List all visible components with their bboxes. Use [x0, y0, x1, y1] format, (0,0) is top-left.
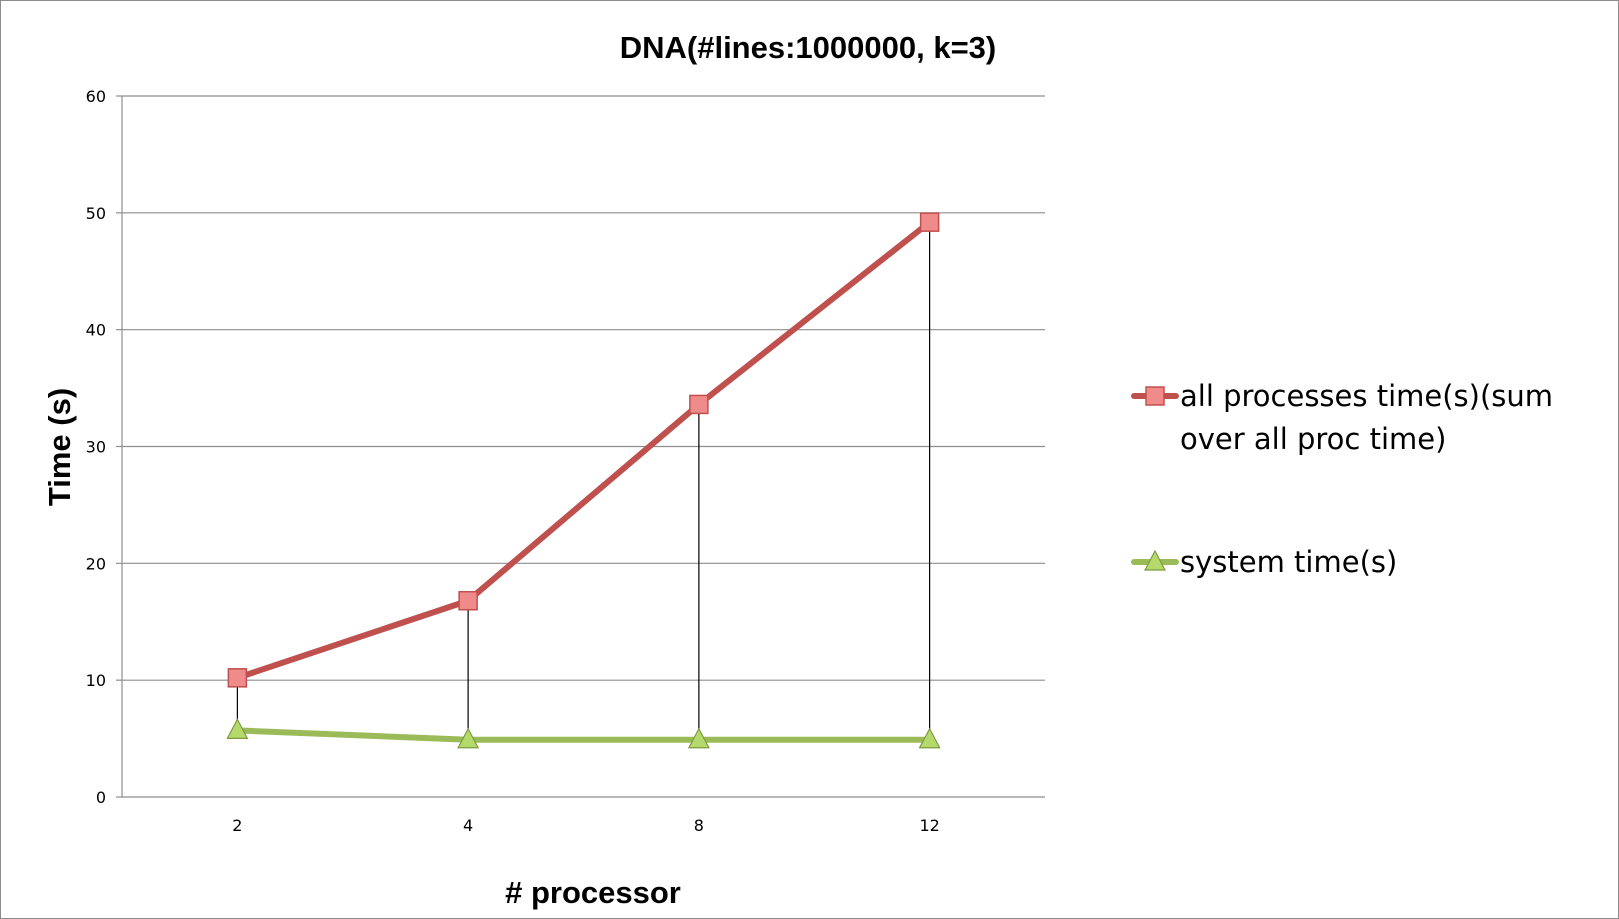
data-point-marker	[457, 727, 480, 749]
y-tick-label: 20	[86, 554, 106, 573]
legend-item: system time(s)	[1131, 545, 1397, 579]
x-axis-title: # processor	[505, 875, 681, 910]
data-point-marker	[687, 727, 710, 749]
series-1	[226, 718, 941, 749]
y-tick-label: 10	[86, 671, 106, 690]
x-tick-labels: 2 4 8 12	[232, 816, 940, 835]
data-point-marker	[458, 590, 478, 611]
series-line	[234, 727, 933, 743]
y-axis-title: Time (s)	[42, 388, 77, 506]
x-tick-label: 4	[463, 816, 473, 835]
y-tick-label: 40	[86, 321, 106, 340]
series-layer	[226, 212, 941, 749]
x-tick-label: 2	[232, 816, 242, 835]
data-point-marker	[227, 668, 248, 688]
legend-swatch-marker	[1144, 549, 1166, 571]
series-line	[234, 219, 933, 681]
high-low-lines	[236, 222, 931, 740]
y-tick-label: 0	[96, 788, 106, 807]
axes	[121, 96, 1045, 798]
data-point-marker	[918, 727, 941, 749]
y-tick-label: 60	[86, 87, 106, 106]
grid-lines	[116, 95, 1045, 798]
legend-label: over all proc time)	[1180, 422, 1446, 456]
data-point-marker	[689, 394, 709, 415]
chart-title: DNA(#lines:1000000, k=3)	[620, 30, 997, 65]
data-point-marker	[226, 718, 249, 740]
legend: all processes time(s)(sum over all proc t…	[1131, 379, 1553, 579]
y-tick-label: 30	[86, 438, 106, 457]
x-tick-label: 12	[919, 816, 939, 835]
x-tick-label: 8	[694, 816, 704, 835]
legend-label: system time(s)	[1180, 545, 1397, 579]
legend-item: all processes time(s)(sum over all proc t…	[1131, 379, 1553, 456]
series-0	[227, 212, 940, 688]
data-point-marker	[919, 212, 940, 232]
legend-label: all processes time(s)(sum	[1180, 379, 1553, 413]
y-tick-labels: 0 10 20 30 40 50 60	[86, 87, 106, 807]
y-tick-label: 50	[86, 204, 106, 223]
legend-swatch-marker	[1145, 386, 1165, 406]
